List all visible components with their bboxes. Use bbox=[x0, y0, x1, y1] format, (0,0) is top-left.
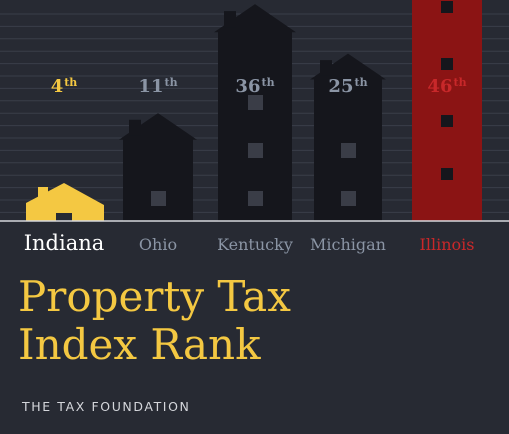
rank-label-indiana: 4th bbox=[51, 76, 78, 97]
window bbox=[151, 191, 166, 206]
rank-label-michigan: 25th bbox=[328, 76, 367, 97]
window bbox=[441, 168, 453, 180]
house-kentucky bbox=[214, 4, 296, 221]
house-bars bbox=[26, 0, 482, 221]
chart-title-line-2: Index Rank bbox=[18, 320, 261, 369]
window bbox=[248, 191, 263, 206]
rank-label-illinois: 46th bbox=[427, 76, 466, 97]
window bbox=[248, 95, 263, 110]
house-indiana bbox=[26, 183, 104, 221]
bar-indiana bbox=[26, 183, 104, 221]
category-label-indiana: Indiana bbox=[24, 231, 105, 255]
door bbox=[56, 213, 72, 221]
rank-labels: 4th 11th 36th 25th 46th bbox=[51, 76, 467, 97]
category-label-kentucky: Kentucky bbox=[217, 235, 293, 254]
bar-ohio bbox=[119, 113, 197, 221]
window bbox=[248, 143, 263, 158]
bar-kentucky bbox=[214, 4, 296, 221]
chart-title: Property Tax Index Rank bbox=[18, 273, 291, 369]
house-michigan bbox=[310, 53, 386, 221]
bar-michigan bbox=[310, 53, 386, 221]
house-illinois bbox=[412, 0, 482, 221]
category-label-michigan: Michigan bbox=[310, 235, 386, 254]
category-labels: Indiana Ohio Kentucky Michigan Illinois bbox=[24, 231, 475, 255]
rank-label-kentucky: 36th bbox=[235, 76, 274, 97]
house-ohio bbox=[119, 113, 197, 221]
chart-title-line-1: Property Tax bbox=[18, 272, 291, 321]
rank-label-ohio: 11th bbox=[138, 76, 177, 97]
bar-illinois bbox=[412, 0, 482, 221]
rank-chart: 4th 11th 36th 25th 46th Indiana Ohio Kentucky M… bbox=[0, 0, 509, 255]
window bbox=[341, 191, 356, 206]
chimney bbox=[129, 119, 141, 136]
chimney bbox=[38, 187, 48, 201]
source-credit: THE TAX FOUNDATION bbox=[22, 399, 191, 414]
category-label-ohio: Ohio bbox=[139, 235, 177, 254]
category-label-illinois: Illinois bbox=[420, 235, 475, 254]
window bbox=[441, 1, 453, 13]
window bbox=[441, 115, 453, 127]
chimney bbox=[320, 60, 332, 76]
window bbox=[341, 143, 356, 158]
window bbox=[441, 58, 453, 70]
chimney bbox=[224, 11, 236, 28]
